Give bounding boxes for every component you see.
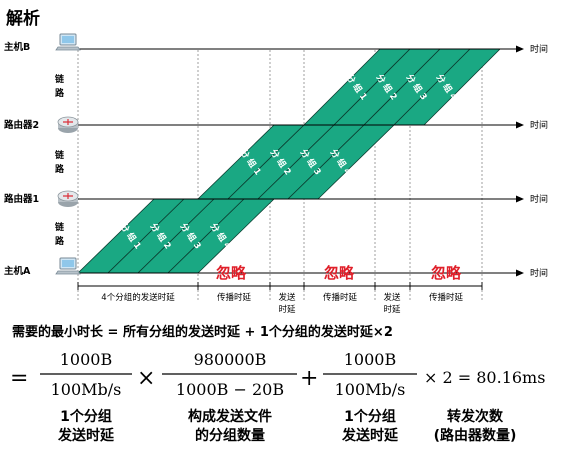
time-label: 时间 [530,193,548,205]
page-title: 解析 [6,8,40,29]
math-expression: = 1000B 100Mb/s × 980000B 1000B − 20B + … [10,350,545,399]
link-label-char: 链 [55,221,65,233]
segment-label: 传播时延 [429,292,464,303]
note-label: 1个分组 [344,408,396,425]
fraction-1-denominator: 100Mb/s [51,380,122,399]
fraction-2-numerator: 980000B [194,350,267,369]
note-label: (路由器数量) [434,427,517,444]
time-label: 时间 [530,267,548,279]
math-equals: = [10,366,28,391]
arrow-right-icon [516,269,524,277]
node-label-hostB: 主机B [4,41,30,53]
fraction-1-numerator: 1000B [60,350,112,369]
laptop-icon [55,257,81,275]
axis-arrowheads [516,45,524,277]
node-label-router2: 路由器2 [4,119,39,131]
segment-label: 发送 [278,292,296,303]
time-label: 时间 [530,119,548,131]
note-label: 构成发送文件 [188,408,272,425]
note-label: 1个分组 [60,408,112,425]
segment-label: 时延 [383,304,401,315]
segment-brackets [77,282,483,290]
link-label-char: 链 [55,149,65,161]
link-label-b2: 链 路 [55,73,65,99]
node-label-hostA: 主机A [4,265,31,277]
segment-label: 传播时延 [323,292,358,303]
link-label-1a: 链 路 [55,221,65,247]
formula-line: 需要的最小时长 = 所有分组的发送时延 + 1个分组的发送时延×2 [12,324,393,340]
ignore-label: 忽略 [216,264,247,282]
fraction-2-denominator: 1000B − 20B [176,380,284,399]
arrow-right-icon [516,45,524,53]
arrow-right-icon [516,121,524,129]
math-plus: + [300,366,318,391]
node-label-router1: 路由器1 [4,193,39,205]
fraction-3-numerator: 1000B [344,350,396,369]
arrow-right-icon [516,195,524,203]
segment-label: 发送 [383,292,401,303]
note-label: 发送时延 [57,427,115,444]
laptop-icon [55,33,81,51]
ignore-label: 忽略 [431,264,462,282]
math-tail: × 2 = 80.16ms [424,368,545,387]
note-label: 转发次数 [447,408,504,425]
router-icon [57,116,79,133]
link-label-char: 链 [55,73,65,85]
time-axes [78,48,518,274]
router-icon [57,190,79,207]
link-label-char: 路 [55,87,65,99]
fraction-3-denominator: 100Mb/s [335,380,406,399]
segment-label: 时延 [278,304,296,315]
segment-label: 4个分组的发送时延 [101,292,175,303]
math-times: × [137,366,155,391]
segment-label: 传播时延 [217,292,252,303]
note-label: 发送时延 [341,427,399,444]
link-label-21: 链 路 [55,149,65,175]
link-label-char: 路 [55,163,65,175]
ignore-label: 忽略 [324,264,355,282]
note-label: 的分组数量 [195,427,265,444]
link-label-char: 路 [55,235,65,247]
time-label: 时间 [530,43,548,55]
